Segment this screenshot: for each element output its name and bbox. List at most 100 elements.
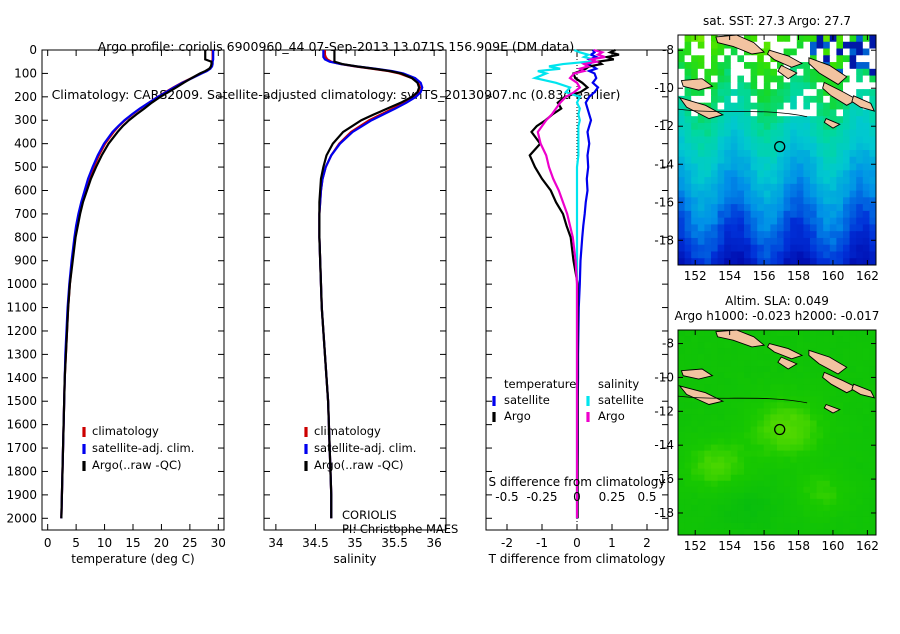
grid-cell — [757, 190, 765, 198]
maps-plot[interactable]: 152 154 156 158 160 162-8-10-12-14-16-18sat. … — [654, 0, 900, 580]
grid-cell — [744, 450, 752, 458]
grid-cell — [691, 89, 699, 97]
grid-cell — [803, 109, 811, 117]
grid-cell — [711, 444, 719, 452]
grid-cell — [763, 510, 771, 518]
grid-cell — [750, 510, 758, 518]
grid-cell — [724, 183, 732, 192]
grid-cell — [849, 342, 857, 349]
temperature-plot[interactable]: 0100200300400500600700800900100011001200… — [0, 40, 240, 580]
grid-cell — [730, 462, 738, 470]
grid-cell — [757, 396, 765, 403]
grid-cell — [869, 89, 876, 97]
grid-cell — [823, 102, 831, 111]
grid-cell — [856, 170, 864, 178]
grid-cell — [843, 480, 851, 488]
grid-cell — [744, 486, 752, 494]
grid-cell — [843, 102, 851, 111]
grid-cell — [744, 462, 752, 470]
grid-cell — [737, 462, 745, 470]
grid-cell — [737, 372, 745, 379]
grid-cell — [684, 62, 692, 70]
grid-cell — [717, 426, 725, 434]
grid-cell — [810, 204, 818, 212]
map-frame — [677, 329, 877, 536]
grid-cell — [816, 204, 824, 212]
grid-cell — [777, 231, 785, 239]
grid-cell — [763, 336, 771, 343]
grid-cell — [770, 486, 778, 494]
grid-cell — [704, 143, 712, 151]
grid-cell — [730, 231, 738, 239]
grid-cell — [856, 237, 864, 246]
lon-tick-label: 160 — [822, 269, 845, 283]
grid-cell — [790, 510, 798, 518]
grid-cell — [770, 354, 778, 361]
grid-cell — [856, 231, 864, 239]
grid-cell — [730, 360, 738, 367]
grid-cell — [803, 129, 811, 138]
grid-cell — [803, 462, 811, 470]
grid-cell — [849, 372, 857, 379]
grid-cell — [856, 156, 864, 165]
grid-cell — [849, 217, 857, 226]
grid-cell — [737, 402, 745, 409]
grid-cell — [684, 354, 692, 361]
grid-cell — [803, 217, 811, 226]
top-axis-label: S difference from climatology — [489, 475, 666, 489]
grid-cell — [790, 35, 798, 43]
grid-cell — [849, 251, 857, 259]
grid-cell — [869, 75, 876, 83]
grid-cell — [862, 336, 870, 343]
grid-cell — [836, 116, 844, 124]
grid-cell — [724, 492, 732, 500]
grid-cell — [816, 384, 824, 391]
grid-cell — [711, 224, 719, 232]
grid-cell — [684, 258, 692, 265]
grid-cell — [849, 336, 857, 343]
grid-cell — [856, 204, 864, 212]
grid-cell — [803, 474, 811, 482]
grid-cell — [744, 438, 752, 446]
grid-cell — [711, 438, 719, 446]
grid-cell — [763, 456, 771, 464]
grid-cell — [730, 450, 738, 458]
grid-cell — [717, 504, 725, 512]
grid-cell — [744, 150, 752, 158]
grid-cell — [704, 348, 712, 355]
lon-tick-label: 158 — [787, 269, 810, 283]
grid-cell — [783, 342, 791, 349]
grid-cell — [796, 504, 804, 512]
grid-cell — [717, 170, 725, 178]
grid-cell — [691, 486, 699, 494]
grid-cell — [711, 122, 719, 131]
grid-cell — [783, 462, 791, 470]
grid-cell — [836, 426, 844, 434]
grid-cell — [856, 244, 864, 253]
grid-cell — [730, 129, 738, 138]
grid-cell — [869, 492, 876, 500]
grid-cell — [862, 197, 870, 205]
grid-cell — [770, 231, 778, 239]
grid-cell — [678, 217, 686, 226]
grid-cell — [724, 522, 732, 530]
grid-cell — [810, 190, 818, 198]
profile-location-marker[interactable] — [774, 140, 786, 153]
grid-cell — [678, 197, 686, 205]
grid-cell — [678, 68, 686, 77]
figure-canvas: Argo profile: coriolis 6900960_44 07-Sep… — [0, 0, 900, 580]
grid-cell — [783, 426, 791, 434]
grid-cell — [691, 177, 699, 185]
grid-cell — [711, 522, 719, 530]
grid-cell — [750, 109, 758, 117]
grid-cell — [862, 150, 870, 158]
grid-cell — [757, 136, 765, 144]
grid-cell — [849, 170, 857, 178]
grid-cell — [869, 522, 876, 530]
grid-cell — [856, 408, 864, 416]
profile-location-marker[interactable] — [774, 423, 786, 436]
grid-cell — [678, 486, 686, 494]
grid-cell — [816, 492, 824, 500]
